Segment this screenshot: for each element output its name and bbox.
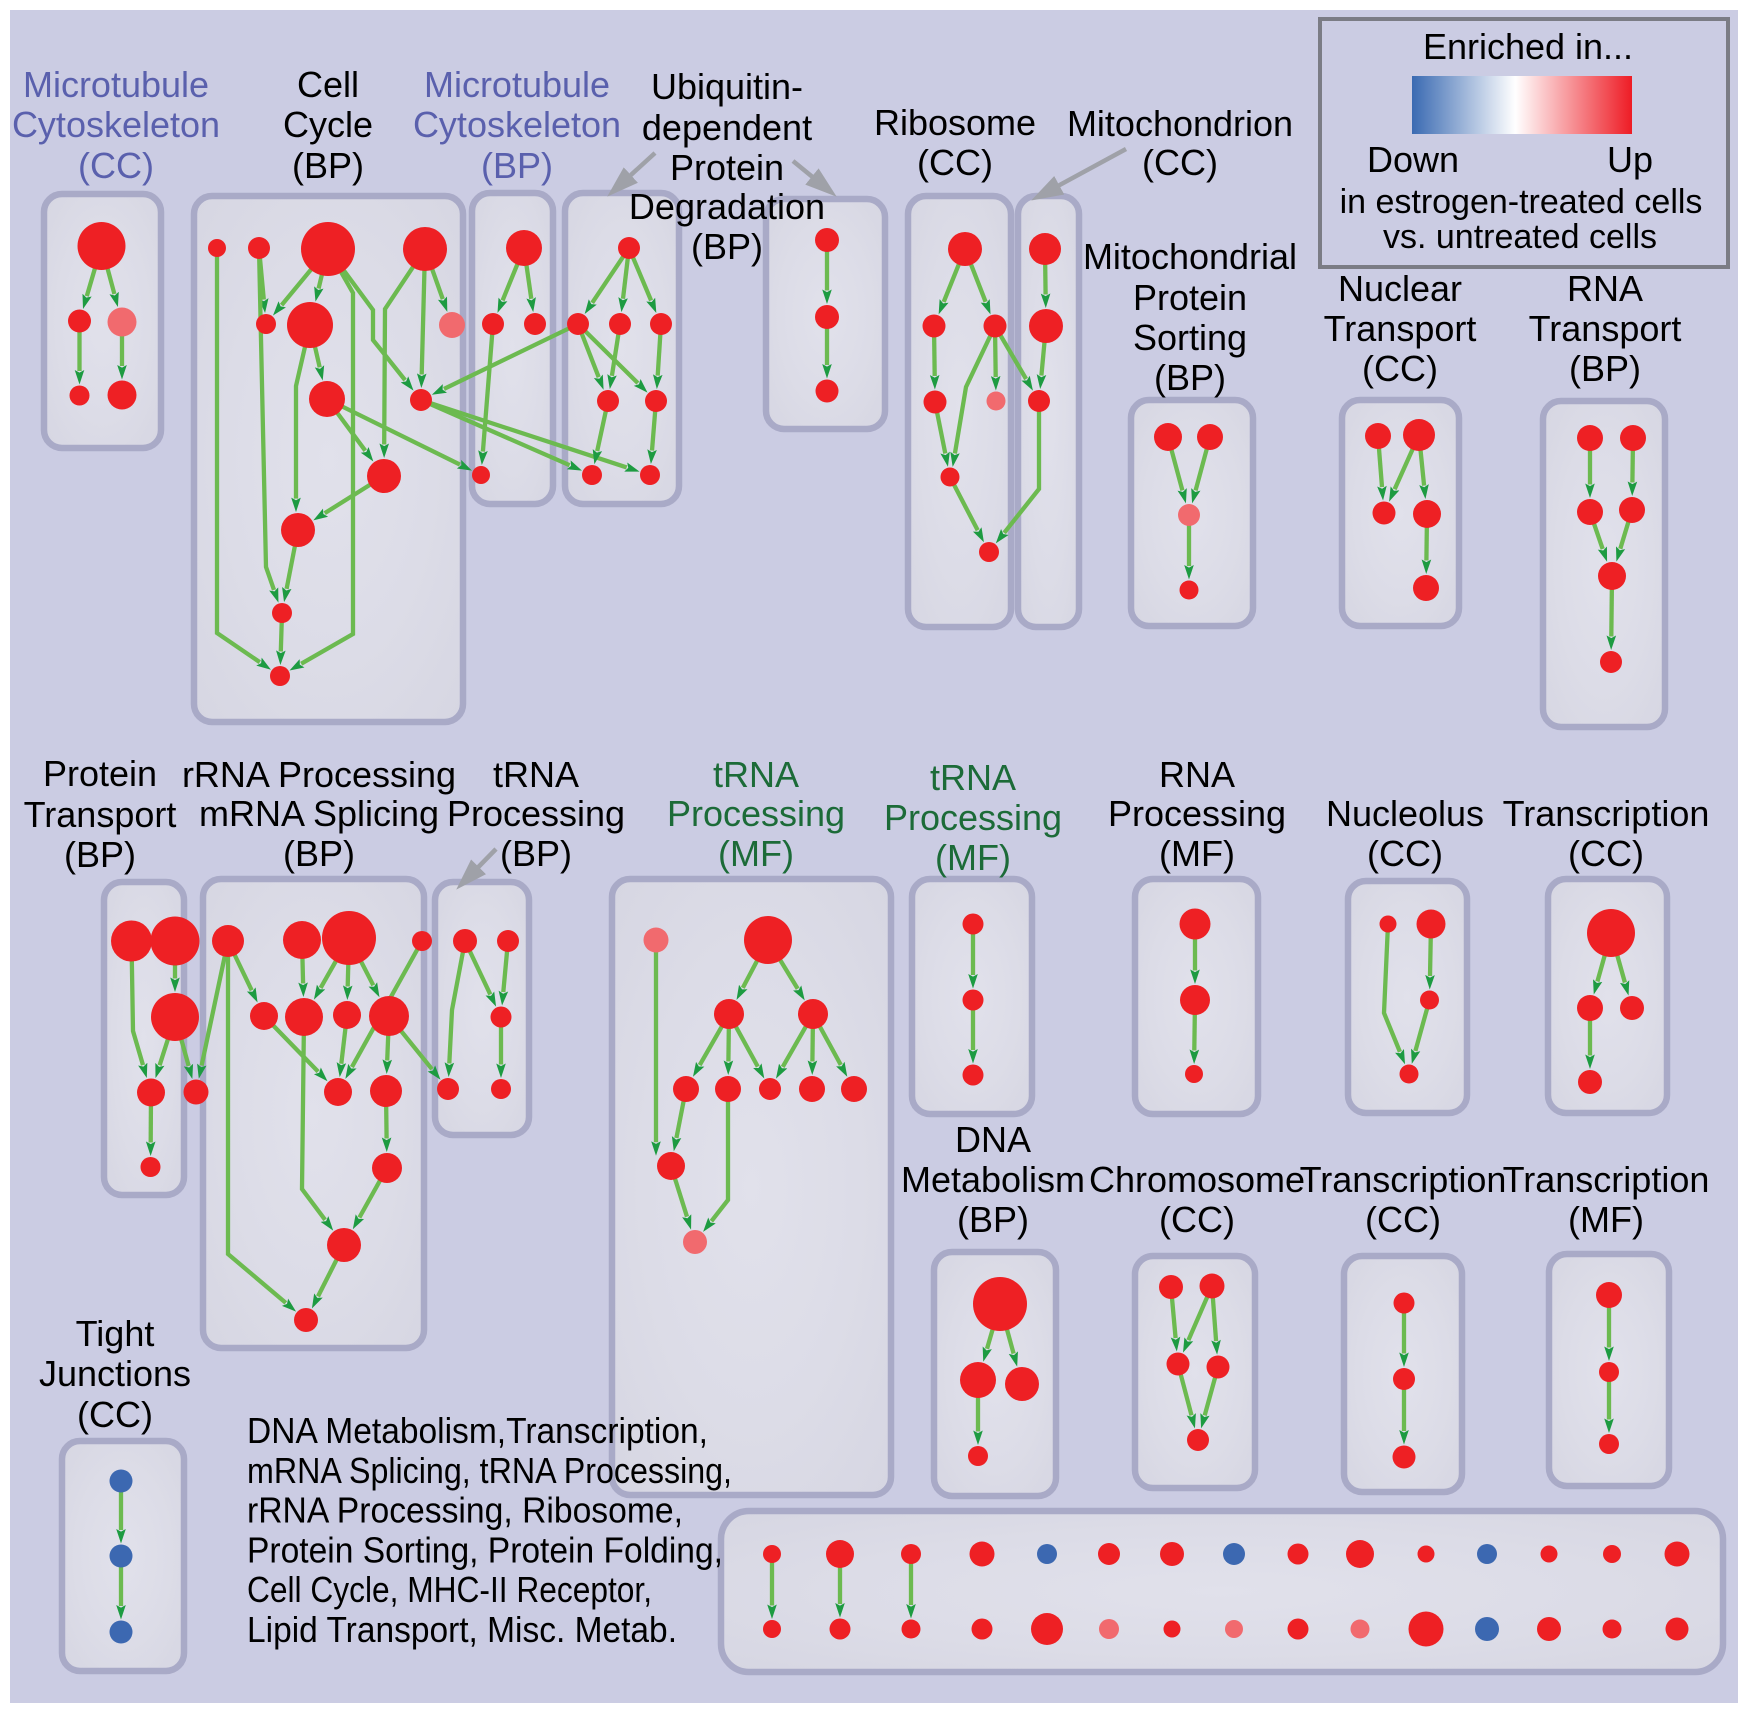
svg-text:(CC): (CC) <box>1362 348 1438 389</box>
svg-text:(MF): (MF) <box>1568 1199 1644 1240</box>
svg-text:Mitochondrion: Mitochondrion <box>1067 103 1293 144</box>
svg-text:Metabolism: Metabolism <box>901 1159 1085 1200</box>
svg-text:Sorting: Sorting <box>1133 317 1247 358</box>
svg-text:Cytoskeleton: Cytoskeleton <box>12 104 220 145</box>
svg-text:Junctions: Junctions <box>39 1353 191 1394</box>
svg-text:(CC): (CC) <box>1365 1199 1441 1240</box>
svg-text:(MF): (MF) <box>718 833 794 874</box>
svg-text:tRNA: tRNA <box>930 757 1016 798</box>
svg-text:Transcription: Transcription <box>1300 1159 1507 1200</box>
svg-text:Transport: Transport <box>24 794 177 835</box>
svg-text:Transport: Transport <box>1324 308 1477 349</box>
svg-text:dependent: dependent <box>642 107 812 148</box>
svg-text:(CC): (CC) <box>77 1394 153 1435</box>
svg-text:Processing: Processing <box>447 793 625 834</box>
svg-text:Transcription: Transcription <box>1503 1159 1710 1200</box>
svg-text:in estrogen-treated cells: in estrogen-treated cells <box>1340 183 1703 221</box>
svg-text:(BP): (BP) <box>283 833 355 874</box>
svg-text:(CC): (CC) <box>1142 142 1218 183</box>
svg-text:Degradation: Degradation <box>629 186 825 227</box>
svg-text:Lipid Transport, Misc. Metab.: Lipid Transport, Misc. Metab. <box>247 1609 677 1650</box>
svg-text:Protein: Protein <box>670 147 784 188</box>
svg-text:mRNA Splicing, tRNA Processing: mRNA Splicing, tRNA Processing, <box>247 1450 732 1491</box>
svg-text:Microtubule: Microtubule <box>424 64 610 105</box>
svg-text:Down: Down <box>1367 139 1459 180</box>
svg-text:rRNA Processing, Ribosome,: rRNA Processing, Ribosome, <box>247 1490 683 1531</box>
svg-text:(MF): (MF) <box>1159 833 1235 874</box>
svg-text:RNA: RNA <box>1567 268 1643 309</box>
svg-text:(MF): (MF) <box>935 837 1011 878</box>
svg-text:DNA: DNA <box>955 1119 1031 1160</box>
svg-text:Protein: Protein <box>1133 277 1247 318</box>
svg-text:(CC): (CC) <box>917 142 993 183</box>
svg-text:Microtubule: Microtubule <box>23 64 209 105</box>
svg-text:Processing: Processing <box>884 797 1062 838</box>
svg-text:Protein: Protein <box>43 753 157 794</box>
svg-text:(CC): (CC) <box>78 145 154 186</box>
svg-text:Cycle: Cycle <box>283 104 373 145</box>
svg-text:RNA: RNA <box>1159 754 1235 795</box>
svg-text:Tight: Tight <box>76 1313 155 1354</box>
svg-text:vs. untreated cells: vs. untreated cells <box>1383 218 1657 256</box>
svg-text:Cell: Cell <box>297 64 359 105</box>
svg-text:Chromosome: Chromosome <box>1089 1159 1305 1200</box>
svg-text:(BP): (BP) <box>292 145 364 186</box>
svg-text:DNA Metabolism,Transcription,: DNA Metabolism,Transcription, <box>247 1410 708 1451</box>
svg-text:Cell Cycle, MHC-II Receptor,: Cell Cycle, MHC-II Receptor, <box>247 1569 652 1610</box>
svg-text:Cytoskeleton: Cytoskeleton <box>413 104 621 145</box>
svg-text:mRNA Splicing: mRNA Splicing <box>199 793 439 834</box>
svg-text:(CC): (CC) <box>1568 833 1644 874</box>
svg-text:Transcription: Transcription <box>1503 793 1710 834</box>
svg-text:rRNA Processing: rRNA Processing <box>182 754 456 795</box>
svg-text:(BP): (BP) <box>481 145 553 186</box>
svg-text:Protein Sorting, Protein Foldi: Protein Sorting, Protein Folding, <box>247 1529 723 1570</box>
svg-text:Nuclear: Nuclear <box>1338 268 1462 309</box>
svg-text:(CC): (CC) <box>1367 833 1443 874</box>
svg-text:Up: Up <box>1607 139 1653 180</box>
svg-text:tRNA: tRNA <box>713 754 799 795</box>
svg-text:(BP): (BP) <box>957 1199 1029 1240</box>
svg-text:(BP): (BP) <box>500 833 572 874</box>
svg-text:(CC): (CC) <box>1159 1199 1235 1240</box>
svg-text:Mitochondrial: Mitochondrial <box>1083 236 1297 277</box>
svg-text:(BP): (BP) <box>1569 348 1641 389</box>
svg-text:Transport: Transport <box>1529 308 1682 349</box>
svg-text:Enriched in...: Enriched in... <box>1423 26 1633 67</box>
svg-text:Processing: Processing <box>1108 793 1286 834</box>
svg-text:tRNA: tRNA <box>493 754 579 795</box>
svg-text:(BP): (BP) <box>1154 357 1226 398</box>
svg-text:Processing: Processing <box>667 793 845 834</box>
svg-text:Nucleolus: Nucleolus <box>1326 793 1484 834</box>
svg-text:(BP): (BP) <box>64 834 136 875</box>
svg-text:(BP): (BP) <box>691 226 763 267</box>
svg-text:Ubiquitin-: Ubiquitin- <box>651 66 803 107</box>
svg-text:Ribosome: Ribosome <box>874 102 1036 143</box>
